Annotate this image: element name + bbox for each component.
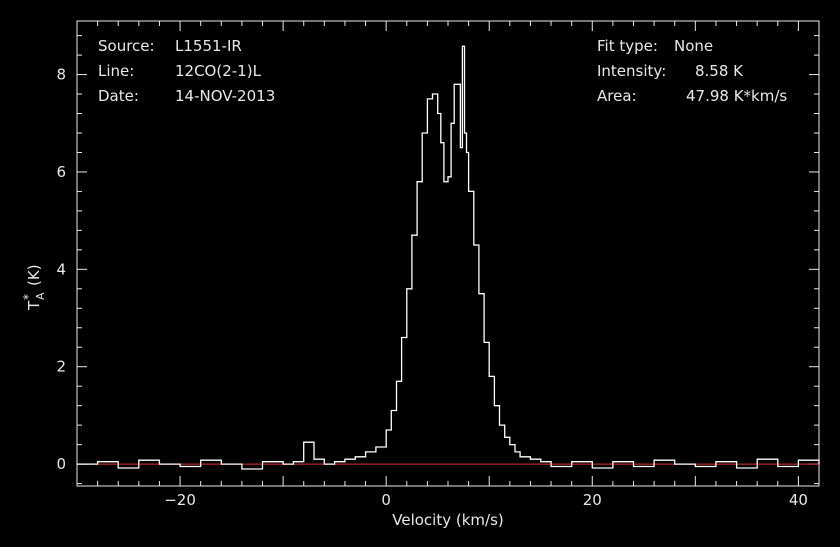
spectrum-line: [77, 45, 820, 470]
source-value: L1551-IR: [175, 37, 242, 55]
source-label: Source:: [98, 37, 155, 55]
line-value: 12CO(2-1)L: [175, 62, 262, 80]
y-tick-label: 0: [56, 455, 66, 473]
y-axis-label: T * A (K): [21, 264, 47, 311]
date-label: Date:: [98, 87, 139, 105]
x-tick-label: −20: [164, 491, 196, 509]
y-tick-label: 4: [56, 260, 66, 278]
line-label: Line:: [98, 62, 134, 80]
y-axis-label-unit: (K): [25, 264, 43, 286]
y-tick-label: 6: [56, 163, 66, 181]
intensity-label: Intensity:: [597, 62, 666, 80]
x-axis-label: Velocity (km/s): [392, 511, 503, 529]
x-tick-label: 0: [381, 491, 391, 509]
intensity-value: 8.58 K: [695, 62, 744, 80]
y-axis-label-main: T: [25, 300, 43, 311]
y-tick-label: 2: [56, 358, 66, 376]
y-tick-label: 8: [56, 66, 66, 84]
fit-type-label: Fit type:: [597, 37, 658, 55]
x-tick-label: 20: [583, 491, 602, 509]
ticks-layer: [76, 21, 820, 486]
fit-type-value: None: [674, 37, 713, 55]
tick-labels-layer: −20 0 20 40 0 2 4 6 8: [56, 66, 807, 509]
y-axis-label-sub: A: [34, 292, 47, 300]
date-value: 14-NOV-2013: [175, 87, 275, 105]
x-tick-label: 40: [789, 491, 808, 509]
area-label: Area:: [597, 87, 637, 105]
data-layer: [77, 45, 820, 470]
area-value: 47.98 K*km/s: [686, 87, 787, 105]
y-axis-label-sup: *: [21, 294, 35, 300]
